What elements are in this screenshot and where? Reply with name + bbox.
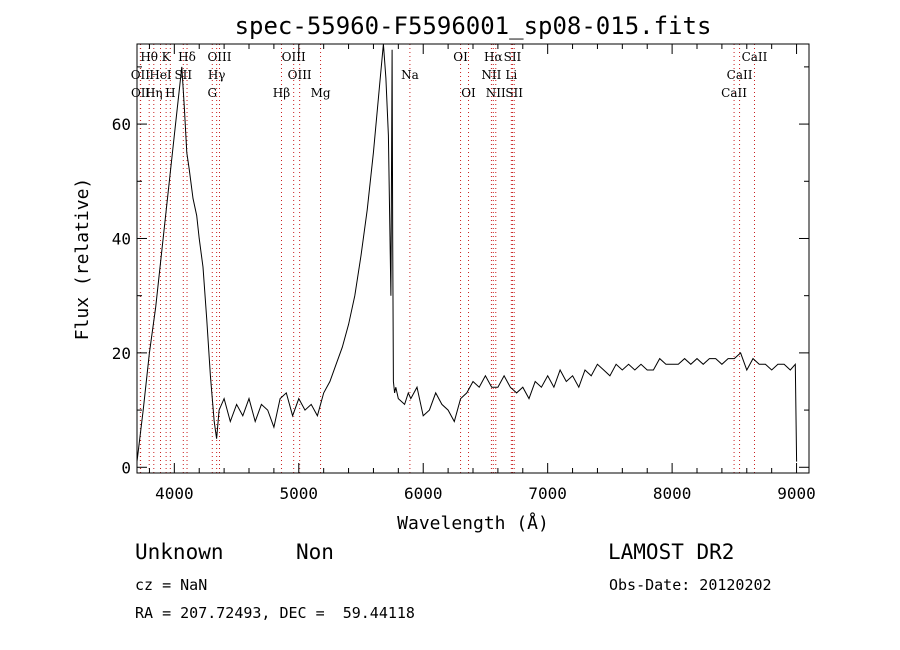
line-label-18: OII <box>131 86 151 100</box>
line-label-16: Li <box>505 68 517 82</box>
flux-series-line <box>136 43 798 462</box>
line-label-25: NII <box>486 86 506 100</box>
x-axis: 4000 5000 6000 7000 8000 9000 <box>148 44 816 503</box>
line-label-2: Hδ <box>178 50 196 64</box>
line-label-27: CaII <box>721 86 747 100</box>
line-label-21: G <box>207 86 217 100</box>
y-tick-label-0: 0 <box>121 458 131 477</box>
line-label-12: Hγ <box>208 68 226 82</box>
y-tick-label-3: 60 <box>112 115 131 134</box>
object-class: Unknown <box>135 540 224 564</box>
x-tick-label-2: 6000 <box>404 484 443 503</box>
x-tick-label-1: 5000 <box>280 484 319 503</box>
line-label-11: SII <box>174 68 192 82</box>
survey-name: LAMOST DR2 <box>608 540 735 564</box>
line-label-19: Hη <box>145 86 163 100</box>
object-subclass: Non <box>296 540 334 564</box>
y-axis-label: Flux (relative) <box>72 178 93 341</box>
line-label-14: Na <box>401 68 419 82</box>
y-axis: 0 20 40 60 <box>112 66 809 477</box>
coordinates: RA = 207.72493, DEC = 59.44118 <box>135 604 415 622</box>
obs-date: Obs-Date: 20120202 <box>609 576 772 594</box>
x-tick-label-3: 7000 <box>528 484 567 503</box>
line-label-24: OI <box>461 86 476 100</box>
line-label-15: NII <box>481 68 501 82</box>
spectral-line-markers <box>139 44 755 473</box>
x-axis-label: Wavelength (Å) <box>397 512 549 534</box>
line-label-20: H <box>165 86 175 100</box>
plot-frame <box>136 43 810 474</box>
line-label-17: CaII <box>727 68 753 82</box>
redshift-cz: cz = NaN <box>135 576 208 594</box>
chart-title: spec-55960-F5596001_sp08-015.fits <box>235 12 712 40</box>
line-label-13: OIII <box>288 68 312 82</box>
line-label-10: HeI <box>149 68 172 82</box>
y-tick-label-2: 40 <box>112 229 131 248</box>
line-label-5: OI <box>453 50 468 64</box>
x-tick-label-0: 4000 <box>155 484 194 503</box>
line-label-0: Hθ <box>140 50 158 64</box>
line-label-22: Hβ <box>273 86 290 100</box>
x-tick-label-5: 9000 <box>777 484 816 503</box>
line-label-1: K <box>162 50 172 64</box>
line-label-9: OII <box>131 68 151 82</box>
line-label-4: OIII <box>282 50 306 64</box>
line-label-6: Hα <box>484 50 503 64</box>
x-tick-label-4: 8000 <box>653 484 692 503</box>
y-tick-label-1: 20 <box>112 344 131 363</box>
line-label-26: SII <box>505 86 523 100</box>
line-label-7: SII <box>504 50 522 64</box>
line-label-23: Mg <box>311 86 331 100</box>
line-label-8: CaII <box>742 50 768 64</box>
line-label-3: OIII <box>207 50 231 64</box>
